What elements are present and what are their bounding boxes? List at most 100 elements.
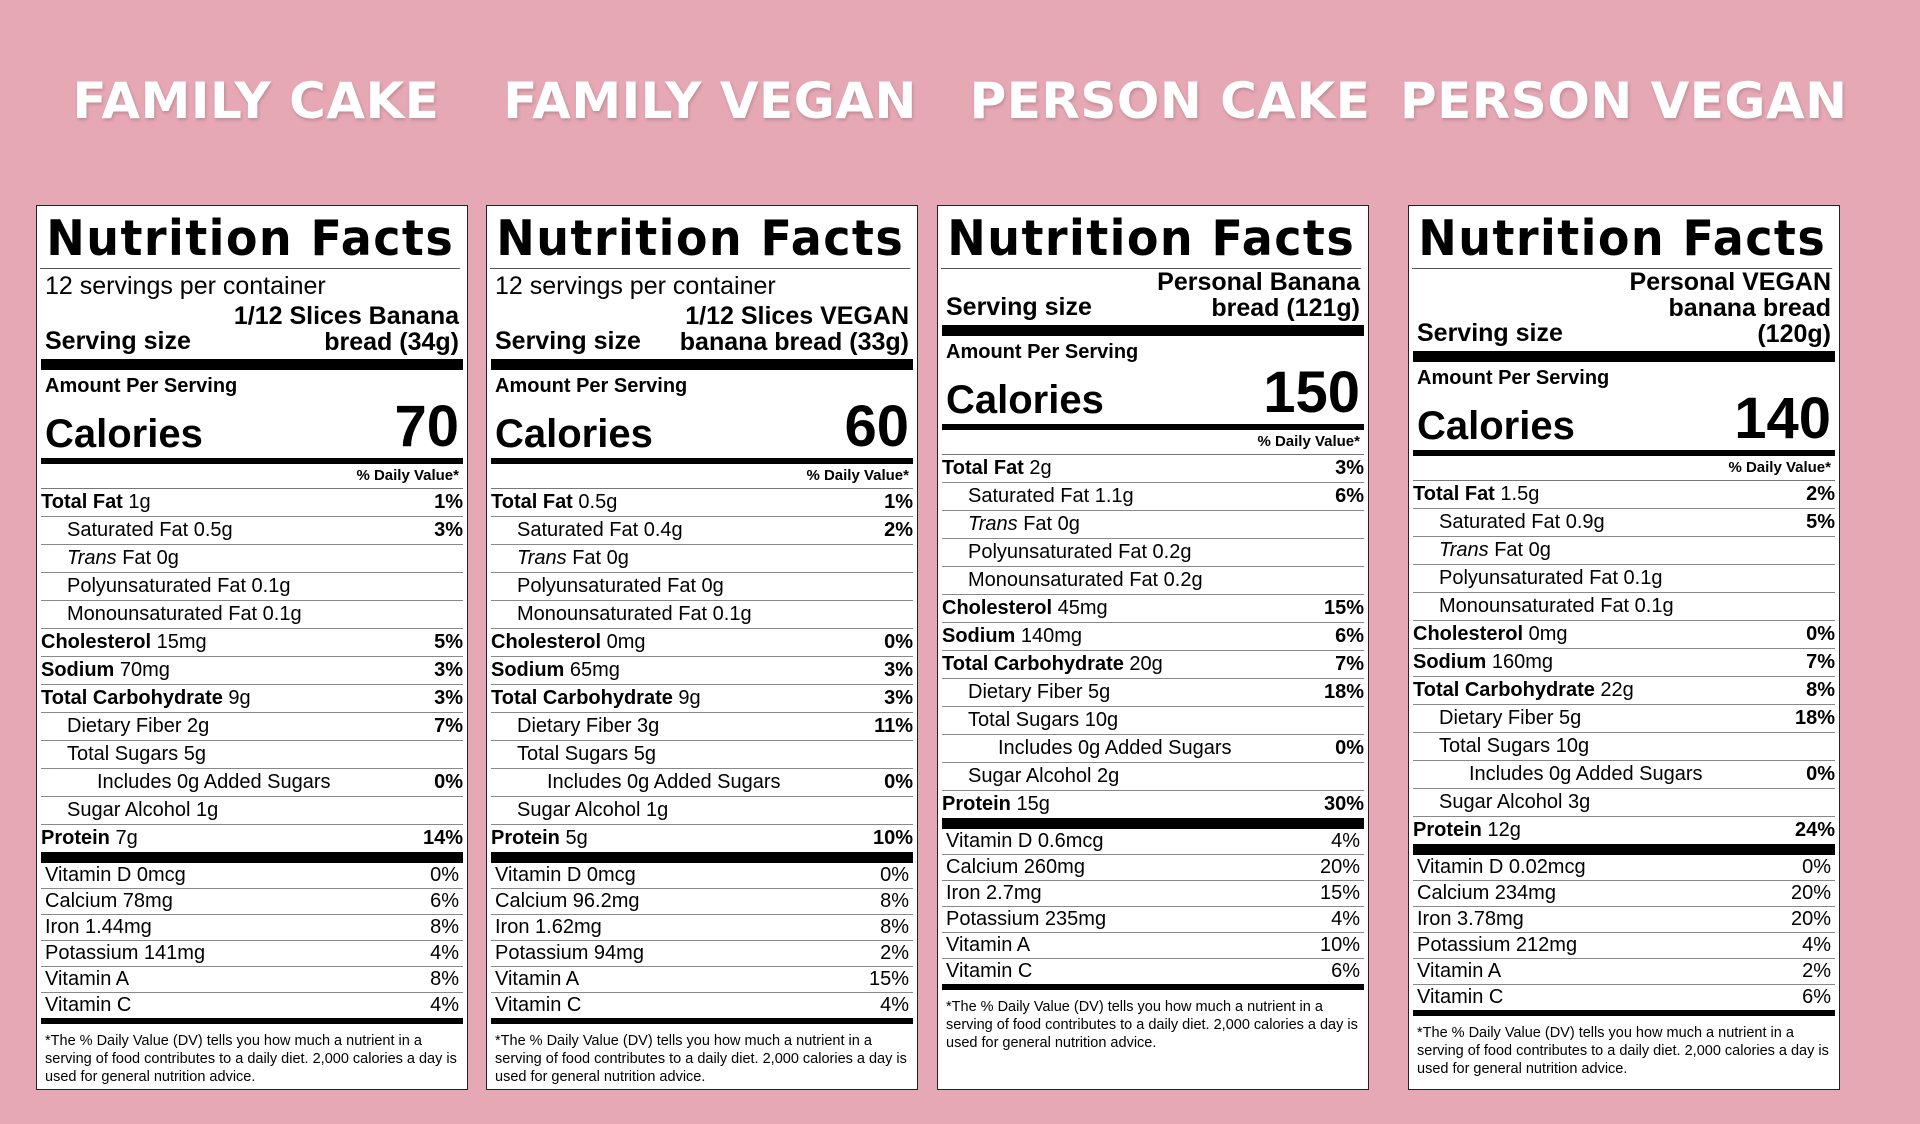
vitamin-list: Vitamin D 0mcg 0% Calcium 78mg 6% Iron 1.44m… — [41, 863, 463, 1018]
vitamin-list: Vitamin D 0.6mcg 4% Calcium 260mg 20% Iron 2… — [942, 829, 1364, 984]
thick-divider — [1413, 351, 1835, 362]
nutrient-row: Trans Fat 0g — [942, 511, 1364, 539]
nutrient-daily-value: 3% — [434, 659, 463, 681]
nutrient-label: Dietary Fiber 5g — [1413, 705, 1581, 732]
amount-per-serving: Amount Per Serving — [946, 341, 1139, 363]
calories-value: 150 — [1263, 360, 1360, 425]
nutrient-row: Sugar Alcohol 2g — [942, 763, 1364, 791]
nutrient-label: Monounsaturated Fat 0.2g — [942, 567, 1203, 594]
thick-divider — [491, 852, 913, 863]
nutrient-amount: Saturated Fat 0.9g — [1439, 511, 1605, 533]
vitamin-name: Calcium 96.2mg — [495, 890, 640, 912]
nutrient-row: Protein 15g 30% — [942, 791, 1364, 818]
nutrient-row: Sugar Alcohol 1g — [41, 797, 463, 825]
medium-divider — [41, 1018, 463, 1024]
vitamin-list: Vitamin D 0.02mcg 0% Calcium 234mg 20% Iron … — [1413, 855, 1835, 1010]
nutrient-daily-value: 5% — [1806, 511, 1835, 533]
nutrient-amount: 45mg — [1052, 597, 1108, 619]
nutrient-label: Includes 0g Added Sugars — [41, 769, 331, 796]
nutrient-italic: Trans — [517, 547, 567, 569]
nutrient-name: Cholesterol — [491, 631, 602, 653]
nutrient-row: Monounsaturated Fat 0.1g — [41, 601, 463, 629]
nutrient-daily-value: 3% — [434, 519, 463, 541]
nutrient-label: Protein 12g — [1413, 817, 1521, 844]
vitamin-row: Vitamin A 2% — [1413, 959, 1835, 985]
nutrient-amount: Total Sugars 5g — [517, 743, 656, 765]
calories-label: Calories — [1417, 404, 1575, 448]
nutrient-daily-value: 6% — [1335, 625, 1364, 647]
nutrient-name: Total Fat — [41, 491, 123, 513]
nutrient-row: Trans Fat 0g — [491, 545, 913, 573]
heading-family-cake: FAMILY CAKE — [72, 72, 440, 130]
nutrient-name: Sodium — [942, 625, 1016, 647]
nutrition-label-person-cake: Nutrition Facts Serving size Personal Ba… — [937, 205, 1369, 1090]
nutrient-label: Total Sugars 10g — [1413, 733, 1589, 760]
vitamin-list: Vitamin D 0mcg 0% Calcium 96.2mg 8% Iron 1.6… — [491, 863, 913, 1018]
calories-value: 140 — [1734, 386, 1831, 451]
serving-size-row: Serving size Personal VEGAN banana bread… — [1413, 269, 1835, 347]
calories-row: Calories 140 — [1413, 390, 1835, 450]
nutrient-row: Total Sugars 10g — [942, 707, 1364, 735]
vitamin-name: Potassium 141mg — [45, 942, 206, 964]
nutrient-row: Dietary Fiber 5g 18% — [942, 679, 1364, 707]
vitamin-name: Potassium 94mg — [495, 942, 644, 964]
nutrient-name: Protein — [41, 827, 110, 849]
nutrient-row: Cholesterol 0mg 0% — [491, 629, 913, 657]
vitamin-daily-value: 0% — [1802, 856, 1831, 878]
nutrient-row: Monounsaturated Fat 0.2g — [942, 567, 1364, 595]
nutrient-amount: Fat 0g — [1017, 513, 1080, 535]
nutrient-label: Trans Fat 0g — [491, 545, 629, 572]
vitamin-row: Vitamin A 10% — [942, 933, 1364, 959]
nutrient-amount: 20g — [1123, 653, 1163, 675]
nutrient-amount: Sugar Alcohol 2g — [968, 765, 1120, 787]
amount-per-serving: Amount Per Serving — [45, 375, 238, 397]
nutrient-name: Total Fat — [1413, 483, 1495, 505]
nutrient-row: Total Sugars 10g — [1413, 733, 1835, 761]
nutrient-row: Polyunsaturated Fat 0.1g — [1413, 565, 1835, 593]
nutrient-amount: Sugar Alcohol 1g — [517, 799, 669, 821]
nutrient-daily-value: 15% — [1323, 597, 1364, 619]
daily-value-footnote: *The % Daily Value (DV) tells you how mu… — [1417, 1025, 1829, 1077]
nutrient-row: Sodium 65mg 3% — [491, 657, 913, 685]
nutrition-facts-title: Nutrition Facts — [941, 210, 1362, 269]
vitamin-daily-value: 0% — [430, 864, 459, 886]
vitamin-daily-value: 6% — [1802, 986, 1831, 1008]
nutrient-row: Saturated Fat 1.1g 6% — [942, 483, 1364, 511]
serving-size-label: Serving size — [1417, 319, 1563, 347]
nutrient-row: Includes 0g Added Sugars 0% — [491, 769, 913, 797]
nutrient-label: Monounsaturated Fat 0.1g — [41, 601, 302, 628]
nutrient-label: Monounsaturated Fat 0.1g — [491, 601, 752, 628]
nutrient-amount: 7g — [109, 827, 138, 849]
thick-divider — [942, 818, 1364, 829]
vitamin-row: Iron 3.78mg 20% — [1413, 907, 1835, 933]
vitamin-daily-value: 15% — [1319, 882, 1360, 904]
calories-label: Calories — [946, 378, 1104, 422]
heading-person-vegan: PERSON VEGAN — [1400, 72, 1848, 130]
nutrient-label: Sugar Alcohol 3g — [1413, 789, 1590, 816]
nutrient-row: Saturated Fat 0.5g 3% — [41, 517, 463, 545]
vitamin-name: Calcium 260mg — [946, 856, 1085, 878]
vitamin-daily-value: 4% — [430, 942, 459, 964]
nutrient-label: Saturated Fat 0.9g — [1413, 509, 1605, 536]
nutrient-name: Total Carbohydrate — [942, 653, 1124, 675]
nutrient-row: Dietary Fiber 2g 7% — [41, 713, 463, 741]
vitamin-name: Calcium 234mg — [1417, 882, 1556, 904]
thick-divider — [41, 852, 463, 863]
nutrient-name: Total Fat — [491, 491, 573, 513]
nutrient-daily-value: 7% — [1335, 653, 1364, 675]
vitamin-daily-value: 6% — [430, 890, 459, 912]
nutrient-daily-value: 1% — [434, 491, 463, 513]
nutrient-amount: 12g — [1481, 819, 1521, 841]
nutrient-amount: Saturated Fat 0.4g — [517, 519, 683, 541]
nutrient-row: Includes 0g Added Sugars 0% — [1413, 761, 1835, 789]
nutrient-name: Total Carbohydrate — [1413, 679, 1595, 701]
nutrient-daily-value: 5% — [434, 631, 463, 653]
nutrient-amount: Fat 0g — [116, 547, 179, 569]
nutrient-row: Dietary Fiber 3g 11% — [491, 713, 913, 741]
nutrient-amount: Dietary Fiber 2g — [67, 715, 210, 737]
nutrient-label: Protein 5g — [491, 825, 588, 852]
calories-label: Calories — [45, 412, 203, 456]
vitamin-name: Vitamin D 0mcg — [495, 864, 636, 886]
nutrient-name: Sodium — [41, 659, 115, 681]
nutrient-amount: 15g — [1010, 793, 1050, 815]
